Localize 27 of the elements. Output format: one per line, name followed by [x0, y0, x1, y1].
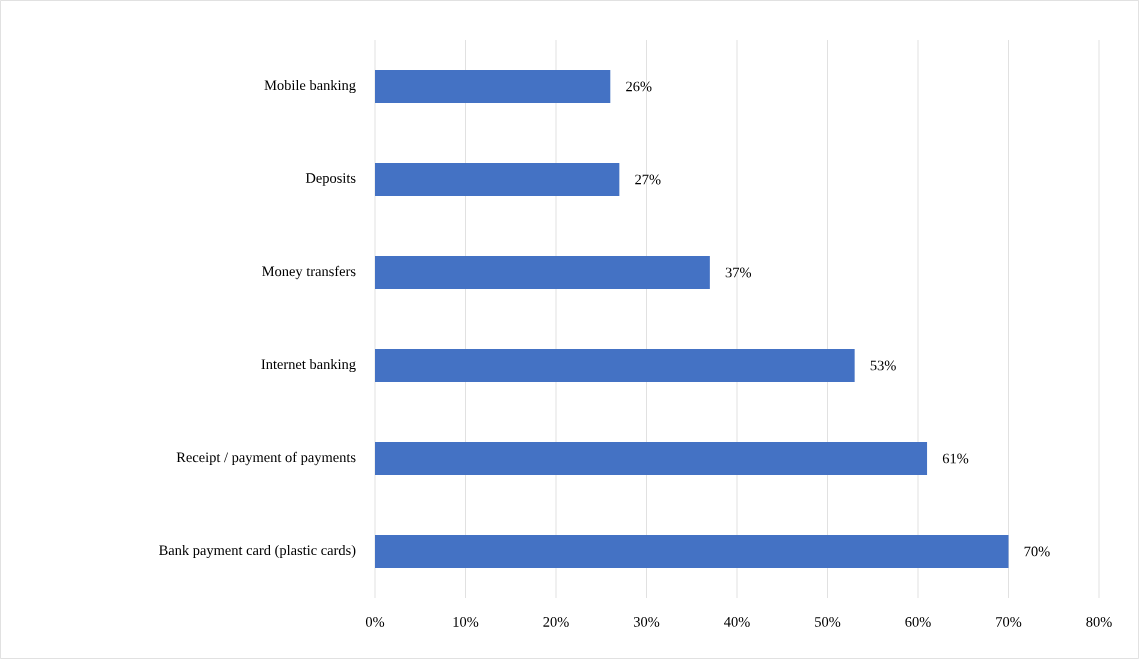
bar [375, 163, 620, 196]
data-label: 70% [1024, 546, 1050, 557]
x-tick-label: 30% [633, 617, 660, 627]
y-tick-label: Money transfers [262, 265, 356, 280]
bar [375, 442, 928, 475]
bar [375, 256, 710, 289]
data-label: 37% [725, 267, 752, 278]
x-tick-label: 60% [905, 617, 931, 627]
data-label: 26% [626, 81, 652, 92]
x-tick-label: 80% [1086, 617, 1112, 627]
data-label: 27% [635, 174, 661, 185]
x-tick-label: 20% [543, 617, 569, 627]
x-tick-label: 0% [365, 617, 385, 627]
x-tick-label: 40% [724, 617, 750, 627]
x-tick-label: 10% [453, 617, 479, 627]
bar [375, 535, 1009, 569]
bar [375, 70, 611, 103]
y-tick-label: Deposits [305, 173, 356, 186]
bar [375, 349, 855, 382]
data-label: 61% [942, 453, 969, 464]
y-tick-label: Receipt / payment of payments [176, 451, 356, 466]
y-tick-label: Internet banking [261, 358, 356, 373]
y-tick-label: Bank payment card (plastic cards) [159, 544, 356, 559]
x-tick-label: 70% [996, 617, 1022, 627]
x-tick-label: 50% [815, 617, 841, 627]
y-tick-label: Mobile banking [264, 79, 356, 94]
data-label: 53% [870, 360, 896, 371]
